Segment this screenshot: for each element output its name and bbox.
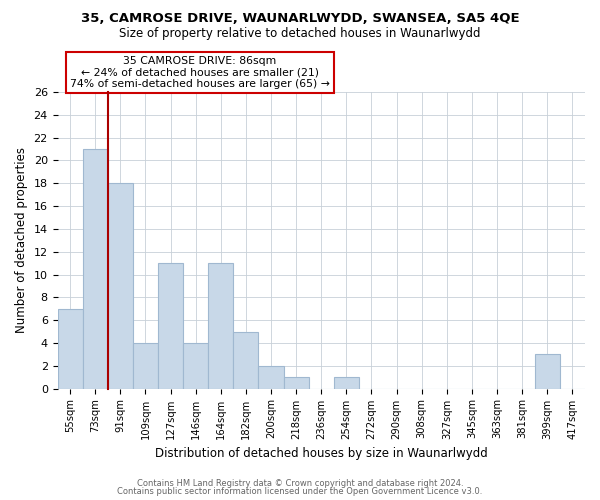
Text: 35 CAMROSE DRIVE: 86sqm
← 24% of detached houses are smaller (21)
74% of semi-de: 35 CAMROSE DRIVE: 86sqm ← 24% of detache… <box>70 56 330 89</box>
Text: 35, CAMROSE DRIVE, WAUNARLWYDD, SWANSEA, SA5 4QE: 35, CAMROSE DRIVE, WAUNARLWYDD, SWANSEA,… <box>80 12 520 26</box>
Bar <box>133 343 158 388</box>
Text: Contains HM Land Registry data © Crown copyright and database right 2024.: Contains HM Land Registry data © Crown c… <box>137 478 463 488</box>
Bar <box>108 184 133 388</box>
Bar <box>334 377 359 388</box>
Bar <box>58 308 83 388</box>
Bar <box>259 366 284 388</box>
Y-axis label: Number of detached properties: Number of detached properties <box>15 148 28 334</box>
Bar <box>535 354 560 388</box>
Bar <box>183 343 208 388</box>
Text: Size of property relative to detached houses in Waunarlwydd: Size of property relative to detached ho… <box>119 28 481 40</box>
Bar <box>158 263 183 388</box>
Bar <box>233 332 259 388</box>
Bar <box>284 377 309 388</box>
Bar <box>208 263 233 388</box>
X-axis label: Distribution of detached houses by size in Waunarlwydd: Distribution of detached houses by size … <box>155 447 488 460</box>
Bar <box>83 149 108 388</box>
Text: Contains public sector information licensed under the Open Government Licence v3: Contains public sector information licen… <box>118 487 482 496</box>
